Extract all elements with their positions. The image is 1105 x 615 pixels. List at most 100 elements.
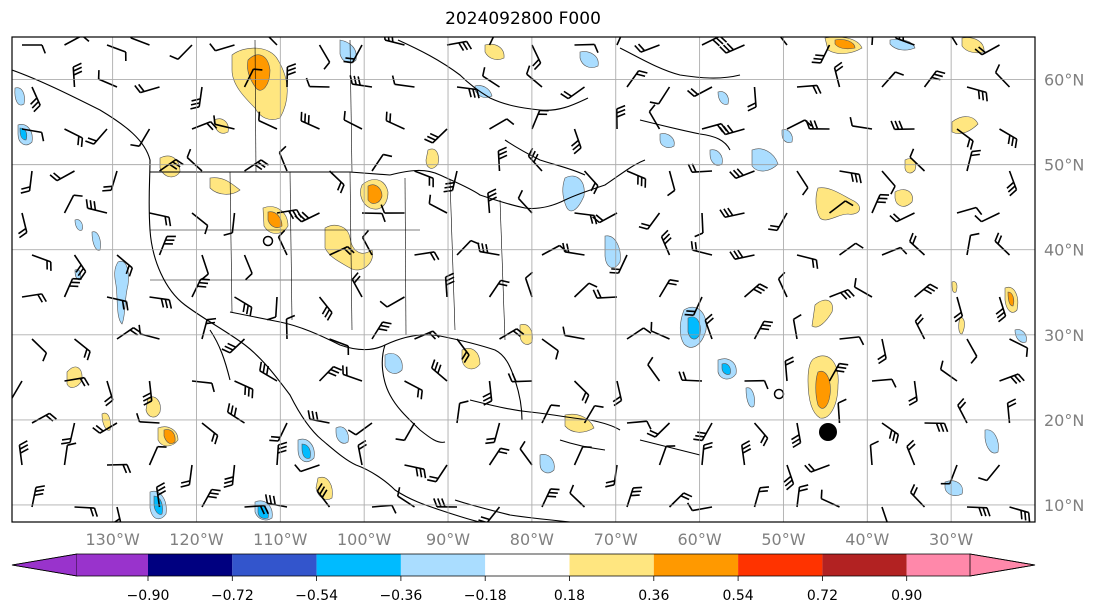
- colorbar-tick-label: 0.90: [891, 588, 922, 604]
- wind-barb: [871, 193, 890, 214]
- wind-barb: [525, 65, 543, 88]
- wind-barb: [343, 110, 363, 130]
- wind-barb: [180, 464, 193, 488]
- wind-barb: [541, 244, 567, 256]
- wind-barb: [634, 43, 660, 53]
- map-frame: [11, 36, 1036, 523]
- wind-barb: [349, 75, 373, 88]
- wind-barb: [687, 163, 713, 174]
- wind-barb: [658, 279, 679, 298]
- wind-barb: [63, 442, 77, 466]
- wind-barb: [966, 86, 988, 102]
- wind-barb: [300, 111, 320, 130]
- wind-barb: [811, 44, 831, 64]
- wind-barb: [134, 83, 160, 94]
- wind-barb: [796, 170, 809, 196]
- wind-barb: [951, 37, 958, 46]
- wind-barb: [329, 338, 350, 356]
- wind-barb: [371, 153, 393, 172]
- wind-barb: [995, 296, 1007, 323]
- wind-barb: [191, 380, 215, 393]
- wind-barb: [869, 440, 879, 466]
- colorbar-outline: [11, 553, 1036, 577]
- colorbar-segment: [400, 554, 486, 576]
- wind-barb: [923, 70, 946, 88]
- wind-barb: [116, 254, 134, 277]
- lat-label: 40°N: [1044, 241, 1084, 260]
- wind-barb: [626, 69, 648, 88]
- wind-barb: [768, 212, 788, 232]
- wind-barb: [805, 120, 830, 130]
- wind-barb: [939, 360, 958, 382]
- wind-barb: [966, 338, 978, 364]
- wind-barb: [259, 361, 278, 382]
- wind-barb: [701, 441, 713, 466]
- wind-barb: [612, 380, 623, 407]
- wind-barb: [909, 484, 926, 508]
- wind-barb: [517, 189, 533, 214]
- wind-barb: [573, 445, 592, 466]
- wind-barb: [444, 272, 455, 298]
- wind-barb: [269, 422, 288, 442]
- wind-barb: [31, 254, 52, 271]
- wind-barb: [234, 296, 253, 317]
- colorbar-tick-label: −0.72: [211, 588, 254, 604]
- wind-barb: [678, 371, 703, 382]
- wind-barb: [136, 413, 160, 424]
- wind-barb: [190, 86, 203, 110]
- colorbar-tick-label: −0.90: [127, 588, 170, 604]
- wind-barb: [243, 68, 263, 88]
- wind-barb: [142, 380, 153, 406]
- lon-label: 90°W: [426, 530, 470, 549]
- colorbar-segment: [822, 554, 907, 576]
- wind-barb: [223, 212, 236, 236]
- wind-barb: [744, 379, 769, 390]
- wind-barb: [243, 254, 253, 281]
- wind-barb: [924, 422, 949, 433]
- lat-label: 10°N: [1044, 496, 1084, 515]
- wind-barb: [753, 422, 769, 447]
- wind-barb: [61, 422, 76, 445]
- wind-barb: [318, 296, 333, 321]
- wind-barb: [753, 486, 770, 508]
- wind-barb: [186, 148, 203, 172]
- lon-label: 110°W: [253, 530, 308, 549]
- wind-barb: [294, 211, 320, 223]
- wind-barb: [22, 44, 47, 54]
- wind-barb: [395, 422, 416, 442]
- wind-barb: [839, 336, 865, 346]
- lon-label: 50°W: [761, 530, 805, 549]
- wind-barb: [573, 380, 590, 404]
- wind-barb: [258, 111, 278, 130]
- wind-barb: [266, 296, 278, 321]
- lat-label: 20°N: [1044, 411, 1084, 430]
- wind-barb: [906, 439, 916, 466]
- wind-barb: [791, 422, 802, 449]
- wind-barb: [106, 44, 127, 62]
- wind-barb: [908, 380, 918, 406]
- wind-barb: [507, 372, 533, 383]
- wind-barb: [820, 489, 840, 508]
- wind-barb: [658, 445, 676, 466]
- colorbar-tick-label: 0.36: [638, 588, 669, 604]
- wind-barb: [626, 170, 647, 188]
- wind-barb: [881, 506, 888, 522]
- wind-barb: [106, 463, 132, 474]
- wind-barb: [456, 338, 470, 364]
- wind-barb: [804, 463, 830, 473]
- lon-label: 70°W: [594, 530, 638, 549]
- wind-barb: [63, 194, 83, 214]
- wind-barb: [626, 420, 652, 430]
- wind-barb: [541, 488, 560, 508]
- wind-barb: [828, 362, 849, 382]
- wind-barb: [169, 44, 193, 60]
- wind-barb: [626, 327, 652, 340]
- wind-barb: [191, 278, 210, 298]
- wind-barb: [234, 380, 254, 399]
- wind-barb: [693, 422, 713, 442]
- state-borders: [150, 39, 506, 341]
- lon-label: 40°W: [845, 530, 889, 549]
- wind-barb: [648, 104, 661, 130]
- wind-barb: [909, 148, 926, 172]
